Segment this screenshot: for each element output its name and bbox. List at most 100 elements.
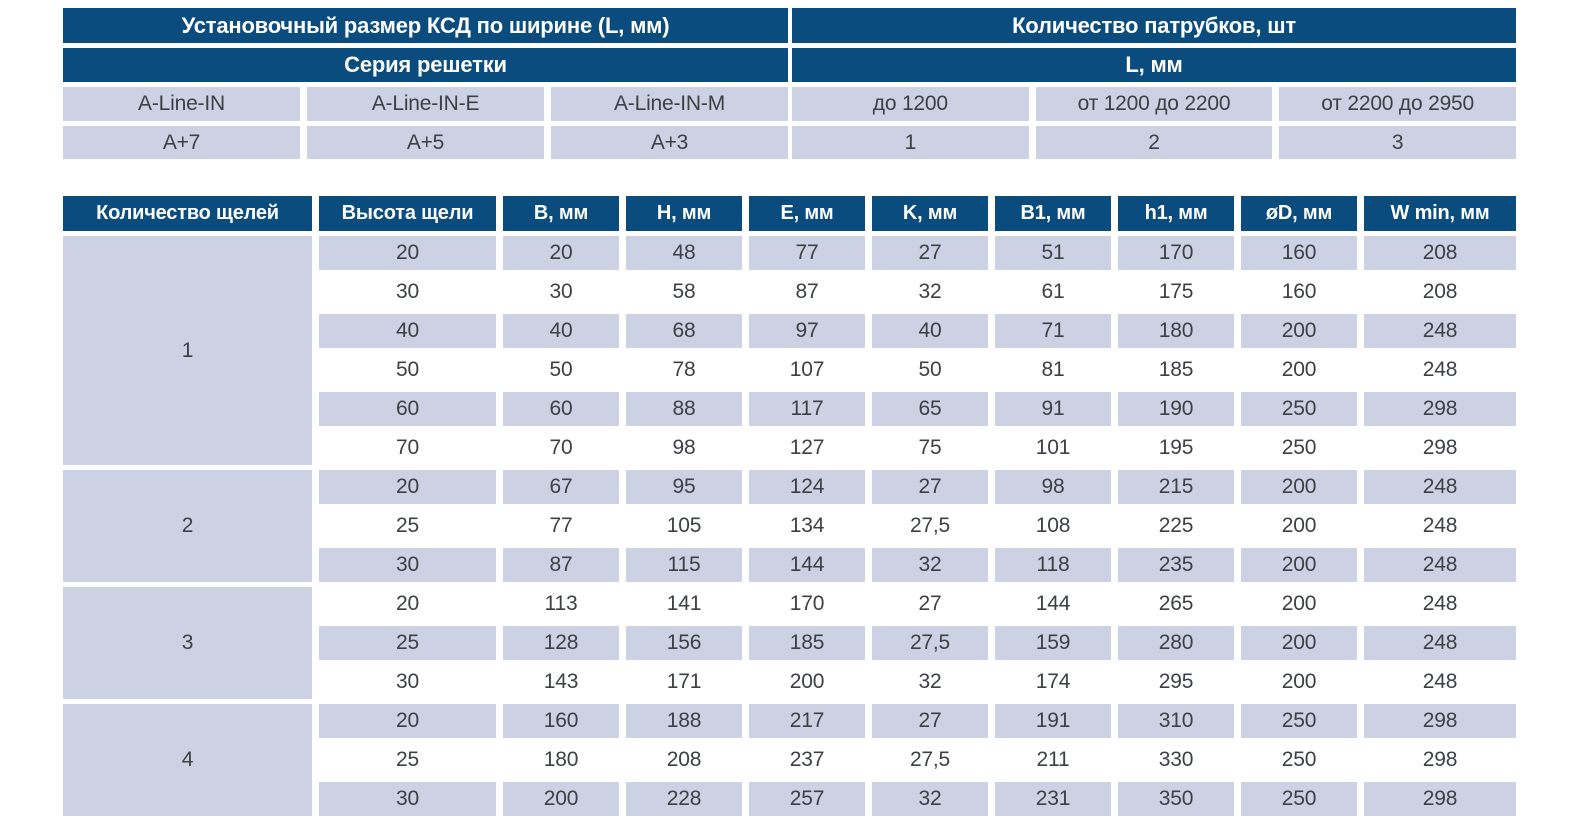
data-cell: 32	[872, 275, 988, 309]
data-cell: 48	[626, 236, 742, 270]
data-cell: 27	[872, 470, 988, 504]
data-cell: 235	[1118, 548, 1234, 582]
data-cell: 70	[319, 431, 496, 465]
column-header-cell: B, мм	[503, 196, 619, 231]
data-cell: 298	[1364, 743, 1516, 777]
data-cell: 20	[319, 587, 496, 621]
data-cell: 27,5	[872, 743, 988, 777]
data-cell: 280	[1118, 626, 1234, 660]
installation-size-tables: Установочный размер КСД по ширине (L, мм…	[63, 8, 1516, 159]
series-label-cell: A-Line-IN-M	[551, 87, 788, 121]
data-cell: 250	[1241, 782, 1357, 816]
data-cell: 30	[503, 275, 619, 309]
data-cell: 200	[1241, 548, 1357, 582]
series-label-cell: от 1200 до 2200	[1035, 87, 1273, 121]
data-cell: 40	[503, 314, 619, 348]
data-cell: 248	[1364, 470, 1516, 504]
data-cell: 200	[1241, 509, 1357, 543]
secondary-header-cell: L, мм	[792, 48, 1516, 82]
data-cell: 248	[1364, 314, 1516, 348]
data-cell: 27	[872, 704, 988, 738]
data-cell: 77	[749, 236, 865, 270]
data-cell: 50	[319, 353, 496, 387]
data-cell: 160	[1241, 275, 1357, 309]
data-cell: 30	[319, 782, 496, 816]
data-cell: 27,5	[872, 509, 988, 543]
data-cell: 298	[1364, 431, 1516, 465]
data-cell: 50	[503, 353, 619, 387]
series-label-cell: от 2200 до 2950	[1279, 87, 1516, 121]
data-cell: 20	[319, 236, 496, 270]
pipe-count-table: Количество патрубков, шт L, мм до 1200 от 1…	[792, 8, 1516, 159]
series-label-cell: до 1200	[792, 87, 1029, 121]
data-cell: 231	[995, 782, 1111, 816]
data-cell: 134	[749, 509, 865, 543]
data-cell: 143	[503, 665, 619, 699]
data-cell: 78	[626, 353, 742, 387]
data-cell: 118	[995, 548, 1111, 582]
data-cell: 58	[626, 275, 742, 309]
series-value-cell: A+7	[63, 126, 300, 159]
data-cell: 330	[1118, 743, 1234, 777]
data-cell: 195	[1118, 431, 1234, 465]
primary-header-cell: Установочный размер КСД по ширине (L, мм…	[63, 8, 788, 43]
data-cell: 101	[995, 431, 1111, 465]
data-cell: 185	[749, 626, 865, 660]
data-cell: 265	[1118, 587, 1234, 621]
data-cell: 171	[626, 665, 742, 699]
data-cell: 70	[503, 431, 619, 465]
series-value-cell: 3	[1279, 126, 1516, 159]
data-cell: 191	[995, 704, 1111, 738]
data-cell: 248	[1364, 587, 1516, 621]
data-cell: 200	[1241, 470, 1357, 504]
data-cell: 32	[872, 665, 988, 699]
data-cell: 200	[1241, 314, 1357, 348]
width-size-table: Установочный размер КСД по ширине (L, мм…	[63, 8, 788, 159]
data-cell: 248	[1364, 626, 1516, 660]
data-cell: 159	[995, 626, 1111, 660]
data-cell: 50	[872, 353, 988, 387]
data-cell: 30	[319, 275, 496, 309]
data-cell: 160	[503, 704, 619, 738]
data-cell: 237	[749, 743, 865, 777]
data-cell: 295	[1118, 665, 1234, 699]
data-cell: 175	[1118, 275, 1234, 309]
data-cell: 60	[319, 392, 496, 426]
data-cell: 87	[749, 275, 865, 309]
data-cell: 68	[626, 314, 742, 348]
series-value-cell: A+3	[551, 126, 788, 159]
data-cell: 170	[749, 587, 865, 621]
data-cell: 215	[1118, 470, 1234, 504]
data-cell: 208	[626, 743, 742, 777]
data-cell: 27,5	[872, 626, 988, 660]
series-label-cell: A-Line-IN-E	[307, 87, 544, 121]
data-cell: 144	[995, 587, 1111, 621]
column-header-cell: h1, мм	[1118, 196, 1234, 231]
data-cell: 350	[1118, 782, 1234, 816]
data-cell: 77	[503, 509, 619, 543]
data-cell: 81	[995, 353, 1111, 387]
series-value-cell: 2	[1035, 126, 1273, 159]
data-cell: 174	[995, 665, 1111, 699]
series-label-cell: A-Line-IN	[63, 87, 300, 121]
data-cell: 27	[872, 587, 988, 621]
data-cell: 200	[503, 782, 619, 816]
column-header-cell: B1, мм	[995, 196, 1111, 231]
data-cell: 30	[319, 548, 496, 582]
data-cell: 75	[872, 431, 988, 465]
data-cell: 298	[1364, 392, 1516, 426]
data-cell: 208	[1364, 236, 1516, 270]
data-cell: 98	[626, 431, 742, 465]
data-cell: 188	[626, 704, 742, 738]
slot-count-cell: 1	[63, 236, 312, 465]
dimensions-table: Количество щелей Высота щели B, мм H, мм E, …	[63, 196, 1516, 816]
data-cell: 310	[1118, 704, 1234, 738]
data-cell: 160	[1241, 236, 1357, 270]
data-cell: 61	[995, 275, 1111, 309]
secondary-header-cell: Серия решетки	[63, 48, 788, 82]
data-cell: 20	[319, 470, 496, 504]
data-cell: 27	[872, 236, 988, 270]
data-cell: 115	[626, 548, 742, 582]
data-cell: 141	[626, 587, 742, 621]
data-cell: 225	[1118, 509, 1234, 543]
